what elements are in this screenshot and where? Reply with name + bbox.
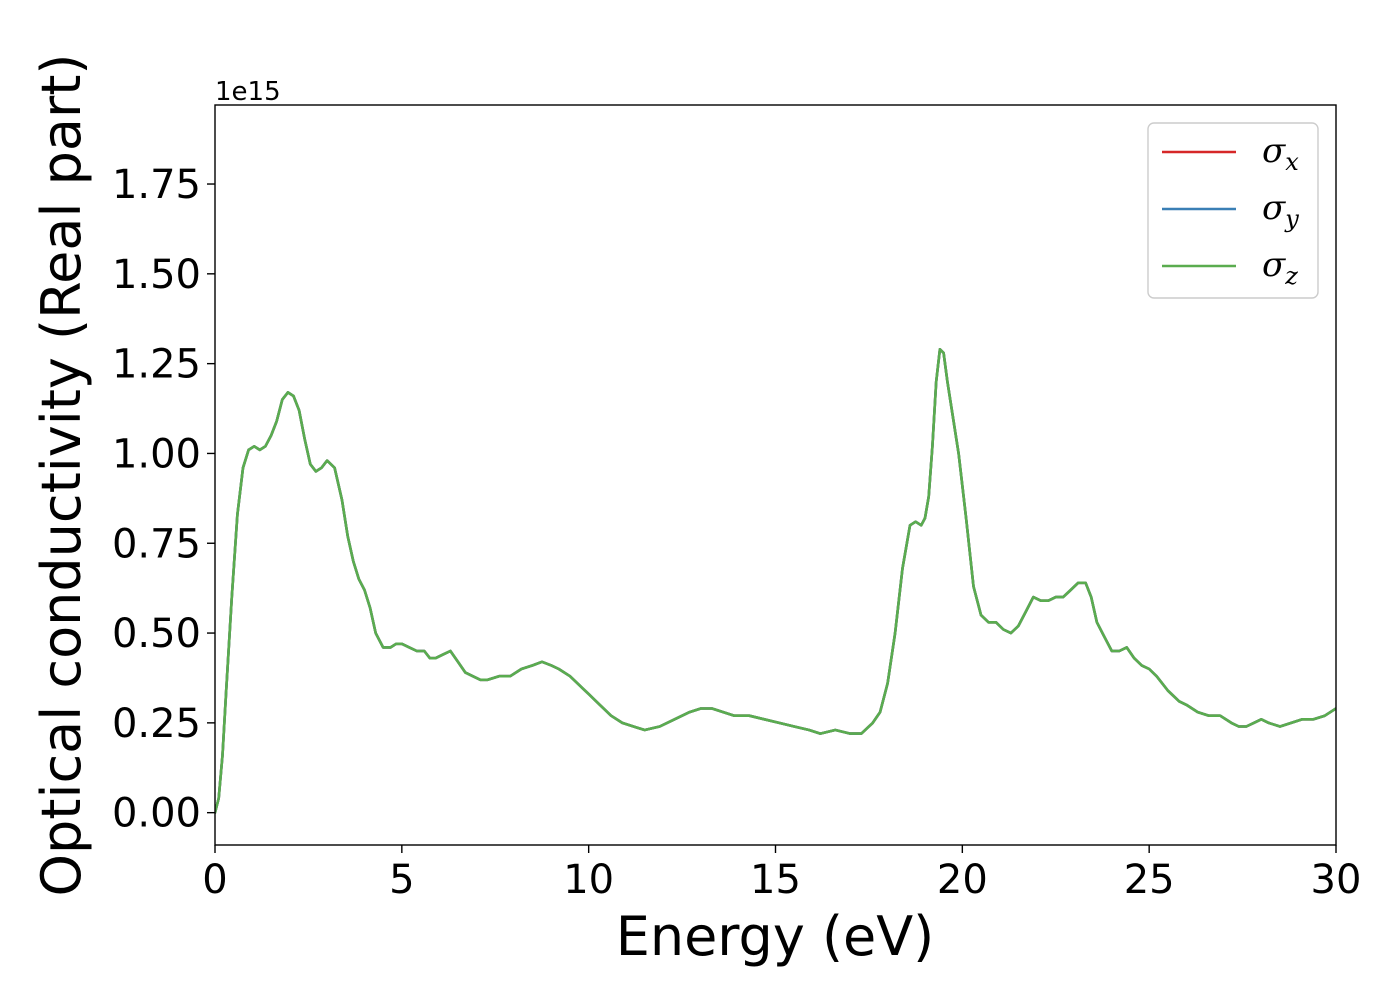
x-tick-label: 5 xyxy=(389,857,414,903)
y-tick-label: 1.00 xyxy=(112,431,201,477)
x-tick-label: 25 xyxy=(1124,857,1175,903)
y-axis-ticks: 0.00 0.25 0.50 0.75 1.00 1.25 1.50 1.75 xyxy=(112,162,215,837)
x-tick-label: 0 xyxy=(202,857,227,903)
y-tick-label: 1.50 xyxy=(112,252,201,298)
y-offset-label: 1e15 xyxy=(215,77,281,107)
y-tick-label: 1.75 xyxy=(112,162,201,208)
series-line-3 xyxy=(215,347,1336,815)
y-axis-title: Optical conductivity (Real part) xyxy=(30,54,93,897)
y-tick-label: 0.75 xyxy=(112,521,201,567)
series-group xyxy=(215,347,1336,815)
x-tick-label: 30 xyxy=(1311,857,1362,903)
y-tick-label: 0.25 xyxy=(112,701,201,747)
x-axis-title: Energy (eV) xyxy=(616,905,935,968)
y-tick-label: 0.00 xyxy=(112,791,201,837)
x-tick-label: 20 xyxy=(937,857,988,903)
x-tick-label: 15 xyxy=(750,857,801,903)
plot-area xyxy=(214,104,1337,846)
x-axis-ticks: 0 5 10 15 20 25 30 xyxy=(202,845,1361,903)
legend-box xyxy=(1147,122,1319,299)
x-tick-label: 10 xyxy=(563,857,614,903)
y-tick-label: 1.25 xyxy=(112,342,201,388)
y-tick-label: 0.50 xyxy=(112,611,201,657)
